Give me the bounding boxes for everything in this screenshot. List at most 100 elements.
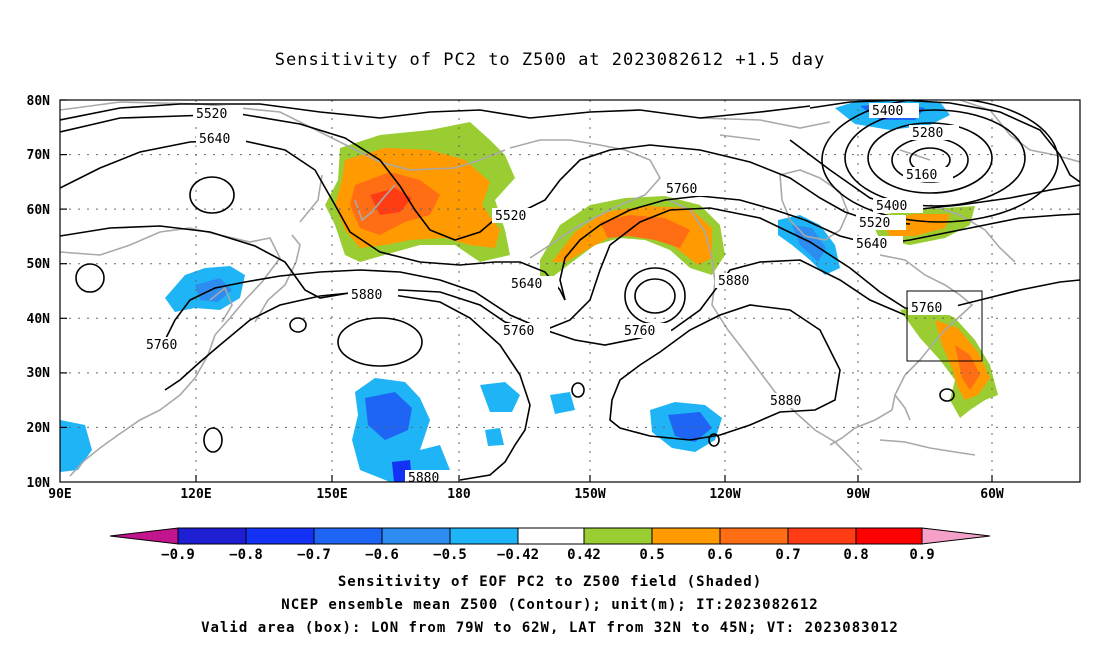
contour-cell-d	[708, 433, 720, 447]
positive-region-alaska-red	[600, 215, 690, 248]
coast-siberia	[60, 101, 506, 171]
lon-label-90w: 90W	[846, 487, 870, 502]
contour-cell-f	[203, 427, 223, 453]
colorbar-label-3: −0.6	[365, 547, 399, 563]
positive-region-eastcoast-red	[955, 345, 980, 390]
contour-label-5760-a: 5760	[146, 338, 177, 353]
colorbar-label-7: 0.5	[639, 547, 664, 563]
lat-label-10n: 10N	[27, 476, 51, 491]
contour-pacific-high	[337, 317, 423, 367]
longitude-labels: 90E 120E 150E 180 150W 120W 90W 60W	[48, 487, 1004, 502]
contour-label-5520-b: 5520	[495, 209, 526, 224]
colorbar-label-11: 0.9	[909, 547, 934, 563]
negative-region-hudson-core	[792, 225, 826, 262]
coast-greenland	[959, 100, 1080, 163]
negative-region-mid	[480, 382, 520, 412]
positive-region-kamchatka-core	[370, 188, 412, 215]
lon-label-120e: 120E	[180, 487, 211, 502]
negative-region-central-pacific-core	[365, 392, 412, 440]
lat-label-30n: 30N	[27, 366, 51, 381]
lon-label-150e: 150E	[316, 487, 347, 502]
contour-low-center	[624, 267, 686, 325]
colorbar-cell-5	[517, 527, 585, 545]
contour-arctic-5	[821, 100, 1059, 223]
lon-label-120w: 120W	[709, 487, 740, 502]
lat-label-80n: 80N	[27, 94, 51, 109]
footer-line-shaded: Sensitivity of EOF PC2 to Z500 field (Sh…	[337, 574, 763, 590]
footer-line-valid-area: Valid area (box): LON from 79W to 62W, L…	[201, 620, 899, 636]
contour-arctic-6	[809, 100, 1080, 183]
colorbar-cell-over	[921, 527, 991, 545]
contour-5400-north	[60, 103, 811, 121]
lon-label-180: 180	[447, 487, 471, 502]
lat-label-60n: 60N	[27, 203, 51, 218]
colorbar-label-2: −0.7	[297, 547, 331, 563]
coast-gulf	[829, 409, 893, 446]
contour-label-5760-d: 5760	[624, 324, 655, 339]
contour-cell-e	[939, 388, 955, 402]
lat-label-50n: 50N	[27, 257, 51, 272]
contour-5880-loop	[164, 291, 531, 481]
colorbar-label-4: −0.5	[433, 547, 467, 563]
colorbar-label-8: 0.6	[707, 547, 732, 563]
contour-cell-c	[571, 382, 585, 398]
lon-label-150w: 150W	[574, 487, 605, 502]
coastlines	[60, 100, 1080, 477]
coast-labrador	[929, 204, 1016, 263]
colorbar-labels: −0.9 −0.8 −0.7 −0.6 −0.5 −0.42 0.42 0.5 …	[161, 547, 935, 563]
colorbar-cell-4	[449, 527, 519, 545]
map-frame	[59, 99, 1081, 483]
contour-label-5400-b: 5400	[876, 199, 907, 214]
colorbar-cell-1	[245, 527, 315, 545]
contour-label-5880-c: 5880	[718, 274, 749, 289]
contour-low-inner	[634, 278, 676, 314]
coast-kamchatka	[354, 184, 396, 222]
coast-asia	[60, 227, 281, 477]
negative-region-hawaii	[485, 428, 504, 446]
contour-west-low	[75, 263, 105, 293]
contour-label-5880-a: 5880	[351, 288, 382, 303]
lon-label-60w: 60W	[980, 487, 1004, 502]
colorbar-label-9: 0.7	[775, 547, 800, 563]
contour-label-5280: 5280	[912, 126, 943, 141]
colorbar	[109, 527, 991, 545]
map-title: Sensitivity of PC2 to Z500 at 2023082612…	[274, 50, 826, 70]
contour-label-5760-e: 5760	[911, 301, 942, 316]
contour-5880-east	[609, 304, 841, 441]
z500-contours	[60, 100, 1080, 481]
coast-na-east	[879, 254, 974, 411]
colorbar-cell-under	[109, 527, 179, 545]
colorbar-label-6: 0.42	[567, 547, 601, 563]
contour-label-5640-a: 5640	[199, 132, 230, 147]
contour-label-5160: 5160	[906, 168, 937, 183]
contour-cell-a	[189, 176, 235, 214]
contour-label-5880-b: 5880	[408, 471, 439, 486]
colorbar-label-1: −0.8	[229, 547, 263, 563]
coast-alaska	[509, 139, 661, 259]
coast-japan	[254, 234, 301, 323]
colorbar-cell-8	[719, 527, 789, 545]
contour-5640-west	[60, 139, 566, 301]
contour-5760-main	[60, 207, 1080, 333]
axis-ticks	[60, 99, 993, 482]
contour-label-5640-d: 5640	[856, 237, 887, 252]
contour-label-5760-c: 5760	[666, 182, 697, 197]
contour-label-5520-a: 5520	[196, 107, 227, 122]
contour-5640-east	[559, 195, 1080, 301]
colorbar-cell-0	[177, 527, 247, 545]
latitude-labels: 80N 70N 60N 50N 40N 30N 20N 10N	[27, 94, 51, 491]
contour-label-5880-d: 5880	[770, 394, 801, 409]
positive-region-alaska-orange	[552, 206, 712, 265]
contour-label-group: 5520 5640 5760 5880 5880 5640 5760 5520 …	[146, 104, 944, 486]
negative-region-west	[60, 420, 92, 472]
contour-arctic-3	[867, 122, 993, 194]
footer-line-contour: NCEP ensemble mean Z500 (Contour); unit(…	[281, 597, 819, 613]
lat-label-70n: 70N	[27, 148, 51, 163]
colorbar-label-10: 0.8	[843, 547, 868, 563]
contour-label-5520-c: 5520	[859, 216, 890, 231]
lat-label-20n: 20N	[27, 421, 51, 436]
coast-na-west	[664, 197, 863, 471]
negative-region-small	[550, 392, 575, 414]
colorbar-label-0: −0.9	[161, 547, 195, 563]
